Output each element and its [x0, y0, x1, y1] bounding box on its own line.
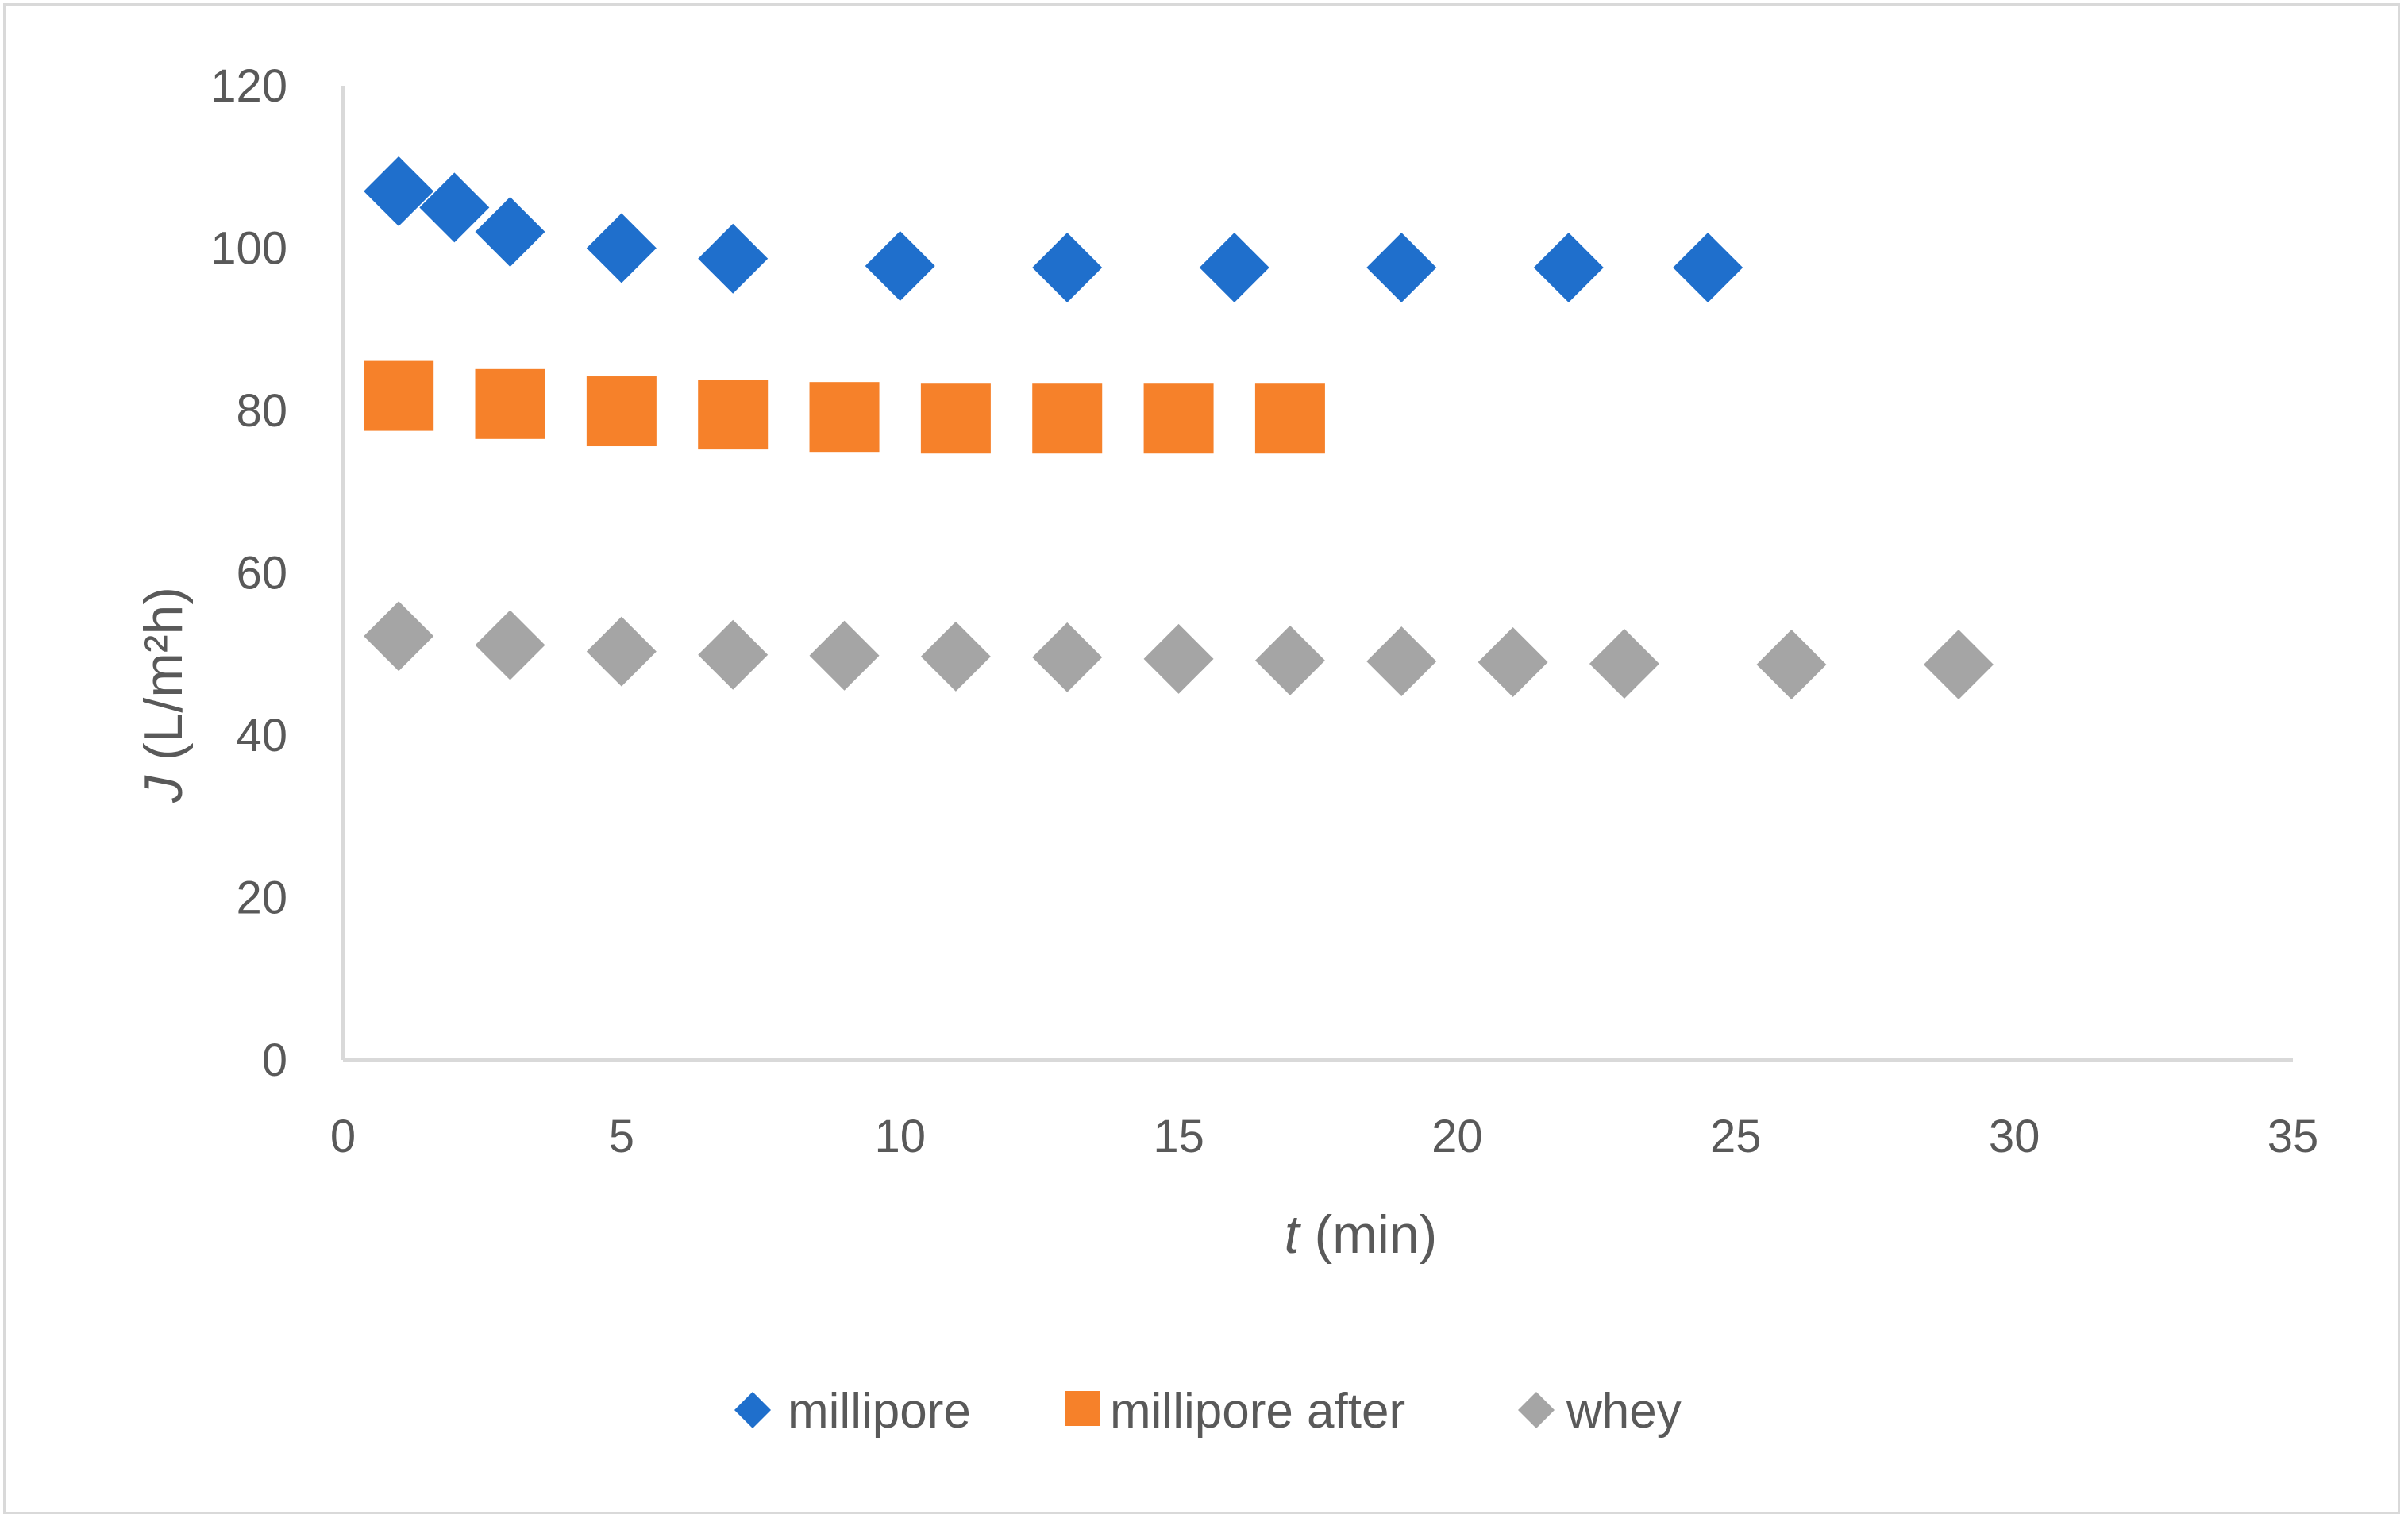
x-tick-label: 5	[609, 1111, 634, 1162]
data-point	[475, 197, 545, 268]
data-point	[364, 601, 434, 672]
y-tick-label: 20	[236, 873, 287, 924]
legend-marker	[734, 1392, 771, 1428]
axes	[341, 86, 2293, 1062]
data-point	[1032, 233, 1103, 303]
x-tick-label: 35	[2267, 1111, 2319, 1162]
data-point	[1366, 233, 1437, 303]
data-point	[1478, 626, 1548, 697]
data-point	[1143, 383, 1214, 454]
series-millipore	[364, 156, 1743, 303]
data-point	[475, 610, 545, 680]
data-point	[586, 616, 657, 687]
data-point	[1923, 630, 1994, 700]
legend-marker	[1518, 1392, 1555, 1428]
x-tick-label: 30	[1989, 1111, 2040, 1162]
data-point	[920, 383, 991, 454]
data-point	[698, 223, 769, 294]
x-axis-title: t (min)	[1285, 1204, 1438, 1265]
data-point	[364, 360, 434, 431]
data-point	[586, 213, 657, 283]
legend-item: millipore	[734, 1384, 971, 1439]
legend-label: millipore after	[1110, 1384, 1405, 1439]
y-tick-label: 120	[210, 60, 287, 112]
data-point	[1199, 233, 1269, 303]
data-point	[364, 156, 434, 226]
data-point	[698, 619, 769, 690]
data-point	[1032, 622, 1103, 692]
data-points	[364, 156, 1994, 700]
data-point	[1673, 233, 1743, 303]
data-point	[586, 376, 657, 447]
data-point	[1533, 233, 1604, 303]
y-tick-label: 100	[210, 223, 287, 275]
legend-marker	[1065, 1391, 1100, 1426]
legend-label: millipore	[788, 1384, 971, 1439]
legend: millipore millipore after whey	[734, 1384, 1682, 1439]
y-axis-title: J (L/m²h)	[133, 587, 194, 803]
data-point	[1254, 383, 1325, 454]
y-tick-label: 40	[236, 710, 287, 761]
legend-item: whey	[1518, 1384, 1682, 1439]
data-point	[809, 620, 880, 691]
data-point	[1143, 623, 1214, 694]
data-point	[698, 380, 769, 450]
chart-frame	[3, 3, 2400, 1514]
series-whey	[364, 601, 1994, 700]
data-point	[475, 368, 545, 439]
data-point	[1254, 625, 1325, 695]
data-point	[1756, 630, 1827, 700]
data-point	[1032, 383, 1103, 454]
x-tick-label: 15	[1153, 1111, 1204, 1162]
x-tick-label: 20	[1431, 1111, 1483, 1162]
data-point	[1589, 629, 1659, 699]
x-tick-label: 0	[330, 1111, 356, 1162]
x-tick-label: 25	[1710, 1111, 1762, 1162]
data-point	[809, 382, 880, 453]
series-millipore-after	[364, 360, 1325, 454]
data-point	[419, 172, 490, 243]
data-point	[1366, 626, 1437, 696]
data-point	[865, 230, 935, 301]
legend-label: whey	[1566, 1384, 1682, 1439]
x-tick-labels: 0 5 10 15 20 25 30 35	[330, 1111, 2318, 1162]
y-tick-label: 60	[236, 548, 287, 599]
y-tick-label: 0	[262, 1035, 287, 1086]
x-tick-label: 10	[874, 1111, 926, 1162]
y-tick-label: 80	[236, 385, 287, 437]
legend-item: millipore after	[1065, 1384, 1405, 1439]
data-point	[920, 621, 991, 692]
y-tick-labels: 0 20 40 60 80 100 120	[210, 60, 287, 1086]
